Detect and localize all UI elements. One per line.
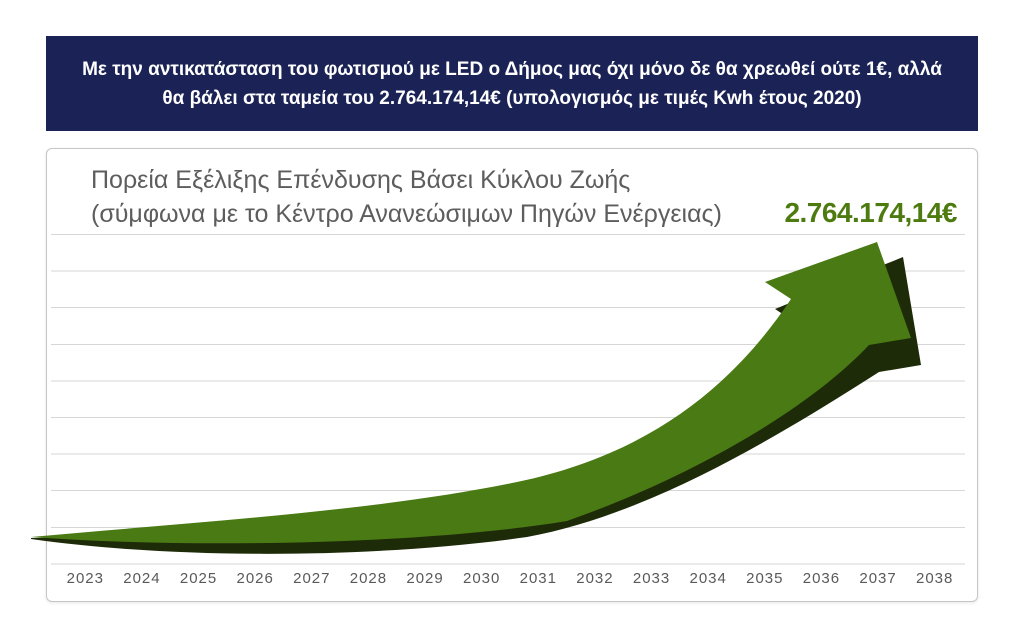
x-axis-label: 2035 <box>746 570 784 587</box>
banner-line-1: Με την αντικατάσταση του φωτισμού με LED… <box>82 58 942 80</box>
x-axis-label: 2033 <box>632 570 671 587</box>
chart-title: Πορεία Εξέλιξης Επένδυσης Βάσει Κύκλου Ζ… <box>91 163 722 231</box>
chart-title-line-2: (σύμφωνα με το Κέντρο Ανανεώσιμων Πηγών … <box>91 200 722 228</box>
x-axis-label: 2026 <box>236 570 274 587</box>
growth-arrow <box>31 242 921 554</box>
x-axis-label: 2029 <box>406 570 444 587</box>
chart-card: Πορεία Εξέλιξης Επένδυσης Βάσει Κύκλου Ζ… <box>31 148 978 602</box>
x-axis-label: 2037 <box>859 570 897 587</box>
banner-line-2: θα βάλει στα ταμεία του 2.764.174,14€ (υ… <box>162 87 862 109</box>
x-axis-label: 2030 <box>463 570 501 587</box>
x-axis-label: 2028 <box>349 570 388 587</box>
x-axis-label: 2038 <box>916 570 954 587</box>
x-axis-label: 2024 <box>123 570 161 587</box>
x-axis-label: 2031 <box>519 570 557 587</box>
x-axis-label: 2025 <box>179 570 218 587</box>
chart-title-line-1: Πορεία Εξέλιξης Επένδυσης Βάσει Κύκλου Ζ… <box>91 166 631 194</box>
x-axis-label: 2034 <box>689 570 727 587</box>
x-axis-label: 2023 <box>66 570 104 587</box>
x-axis: 2023 2024 2025 2026 2027 2028 2029 2030 … <box>57 570 963 587</box>
info-banner: Με την αντικατάσταση του φωτισμού με LED… <box>46 36 978 131</box>
x-axis-label: 2036 <box>802 570 841 587</box>
x-axis-label: 2027 <box>293 570 331 587</box>
x-axis-label: 2032 <box>576 570 614 587</box>
final-value-label: 2.764.174,14€ <box>784 197 957 228</box>
arrow-body-shape <box>31 242 911 544</box>
